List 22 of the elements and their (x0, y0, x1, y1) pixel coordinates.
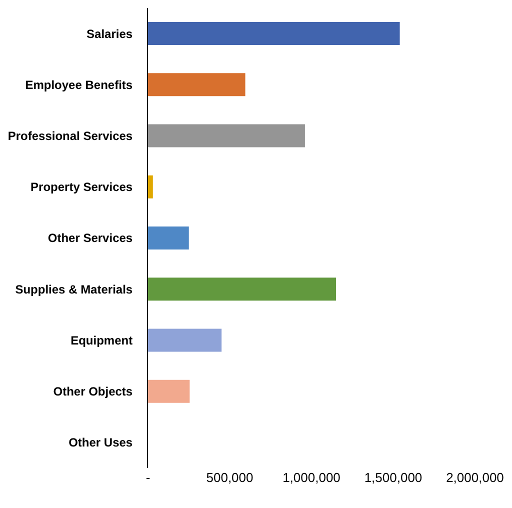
y-tick-label: Salaries (86, 26, 133, 41)
x-tick-label: 500,000 (206, 470, 254, 485)
x-tick-label: 1,000,000 (282, 470, 340, 485)
bar (148, 22, 400, 46)
y-tick-label: Employee Benefits (25, 78, 133, 92)
bar (148, 175, 153, 198)
y-tick-label: Other Uses (68, 436, 133, 450)
x-tick-label: 1,500,000 (364, 470, 422, 485)
y-tick-label: Property Services (30, 180, 133, 194)
bar (148, 328, 222, 352)
y-tick-label: Other Objects (53, 384, 133, 399)
y-tick-label: Equipment (70, 333, 133, 348)
x-tick-label: - (146, 470, 150, 485)
bar (148, 380, 190, 403)
bar (148, 226, 189, 250)
y-tick-label: Supplies & Materials (15, 282, 133, 296)
y-tick-label: Professional Services (8, 128, 133, 143)
x-tick-label: 2,000,000 (446, 470, 504, 485)
bar (148, 278, 336, 301)
bar (148, 73, 246, 96)
y-tick-label: Other Services (48, 231, 133, 246)
bar (148, 124, 305, 148)
